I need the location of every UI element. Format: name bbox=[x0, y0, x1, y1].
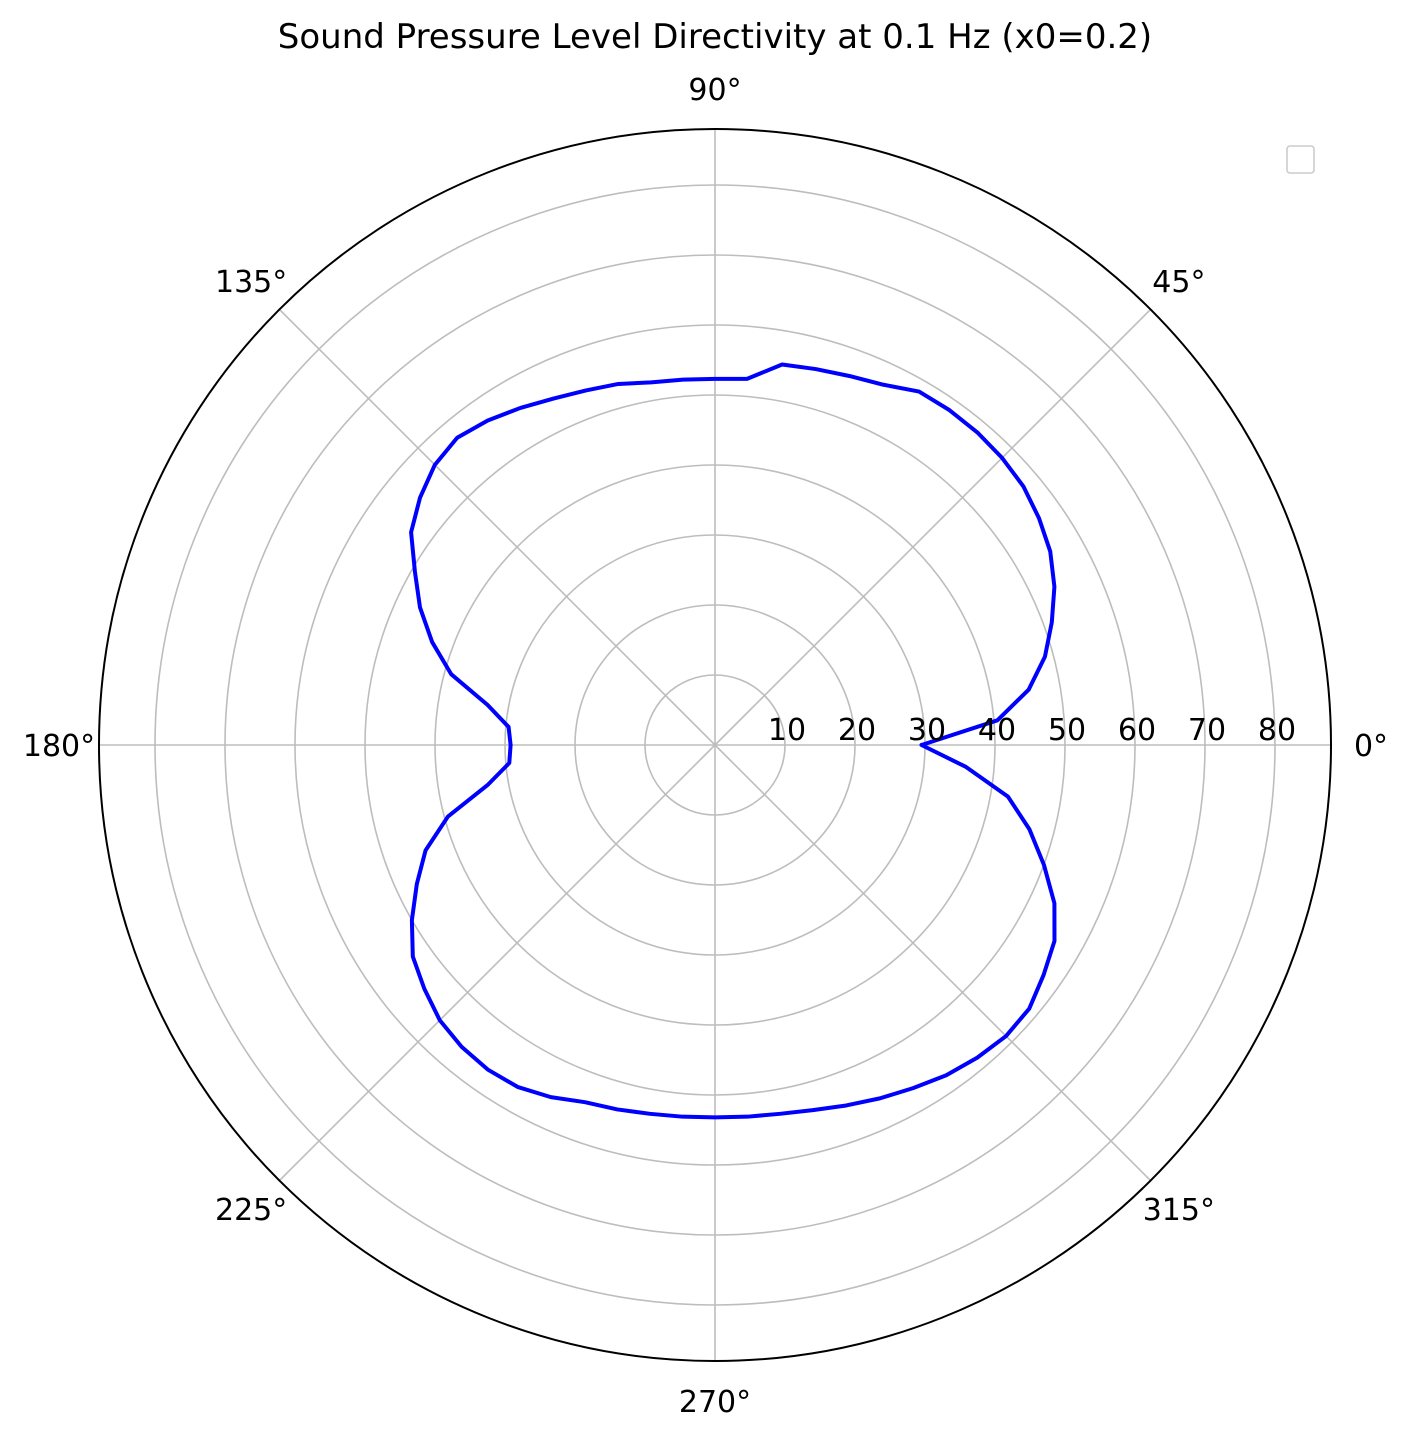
radial-tick-label: 20 bbox=[838, 713, 876, 748]
legend-box bbox=[1286, 145, 1315, 174]
radial-tick-label: 10 bbox=[768, 713, 806, 748]
theta-tick-label: 315° bbox=[1143, 1193, 1215, 1228]
polar-frame bbox=[98, 128, 1332, 1362]
series-line-0 bbox=[409, 362, 1057, 1120]
radial-tick-label: 70 bbox=[1188, 713, 1226, 748]
angular-gridline-315 bbox=[714, 744, 1152, 1182]
radial-tick-label: 80 bbox=[1258, 713, 1296, 748]
theta-tick-label: 135° bbox=[215, 265, 287, 300]
theta-tick-label: 90° bbox=[688, 73, 741, 108]
radial-tick-label: 60 bbox=[1118, 713, 1156, 748]
theta-tick-labels: 0° 45° 90° 135° 180° 225° 270° 315° bbox=[23, 73, 1388, 1420]
theta-tick-label: 45° bbox=[1152, 265, 1205, 300]
polar-grid bbox=[99, 129, 1331, 1361]
chart-title: Sound Pressure Level Directivity at 0.1 … bbox=[278, 17, 1152, 57]
theta-tick-label: 180° bbox=[23, 729, 95, 764]
radial-tick-labels: 10 20 30 40 50 60 70 80 bbox=[768, 713, 1296, 748]
series-layer bbox=[409, 362, 1057, 1120]
angular-gridline-225 bbox=[278, 744, 716, 1182]
angular-gridline-135 bbox=[278, 308, 716, 746]
theta-tick-label: 270° bbox=[679, 1385, 751, 1420]
theta-tick-label: 0° bbox=[1354, 729, 1388, 764]
angular-gridline-45 bbox=[714, 308, 1152, 746]
theta-tick-label: 225° bbox=[215, 1193, 287, 1228]
radial-tick-label: 40 bbox=[978, 713, 1016, 748]
radial-tick-label: 50 bbox=[1048, 713, 1086, 748]
radial-tick-label: 30 bbox=[908, 713, 946, 748]
